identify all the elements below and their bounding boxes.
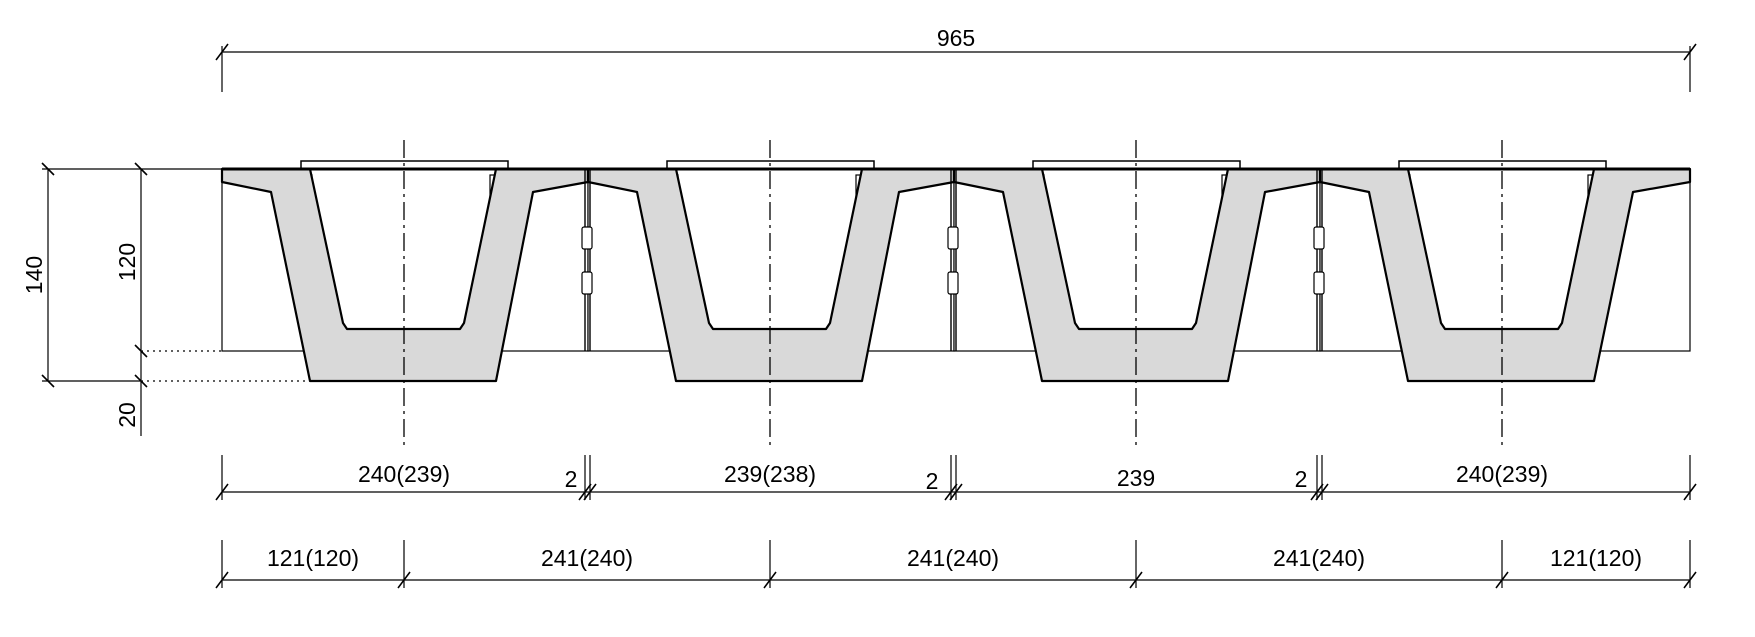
girder-3 [954,161,1320,381]
spacing-label-3: 241(240) [907,545,999,571]
total-height-label: 140 [21,256,47,294]
overall-width-dimension: 965 [216,25,1696,92]
girder-1 [222,161,588,381]
joint-width-label-2: 2 [926,468,939,494]
girder-height-label: 120 [114,243,140,281]
girder-width-label-3: 239 [1117,465,1155,491]
joint-3-shear-key-lower [1314,272,1324,294]
joint-2-shear-key-lower [948,272,958,294]
girder-width-label-2: 239(238) [724,461,816,487]
centerline-spacing-dimensions: 121(120) 241(240) 241(240) 241(240) 121(… [216,540,1696,588]
girder-width-label-1: 240(239) [358,461,450,487]
girder-width-dimensions: 240(239) 239(238) 239 240(239) 2 2 2 [216,455,1696,500]
joint-2-shear-key-upper [948,227,958,249]
spacing-label-4: 241(240) [1273,545,1365,571]
joint-3-shear-key-upper [1314,227,1324,249]
spacing-label-2: 241(240) [541,545,633,571]
girder-4 [1320,161,1690,381]
joint-1-shear-key-lower [582,272,592,294]
bottom-offset-label: 20 [114,402,140,428]
joint-width-label-3: 2 [1295,466,1308,492]
girder-width-label-4: 240(239) [1456,461,1548,487]
joint-1-shear-key-upper [582,227,592,249]
spacing-label-5: 121(120) [1550,545,1642,571]
joint-width-label-1: 2 [565,466,578,492]
overall-width-label: 965 [937,25,975,51]
girder-2 [588,161,954,381]
spacing-label-1: 121(120) [267,545,359,571]
